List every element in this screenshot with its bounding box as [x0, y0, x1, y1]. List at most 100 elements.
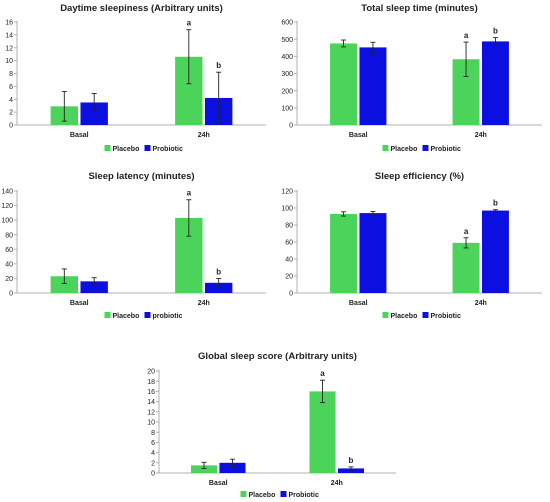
legend-swatch-probiotic: [422, 145, 429, 151]
chart-title: Sleep latency (minutes): [88, 171, 194, 182]
legend: Placebo probiotic: [104, 312, 183, 320]
y-tick-label: 0: [289, 123, 293, 130]
y-tick-label: 600: [281, 20, 293, 27]
y-tick-label: 80: [5, 232, 13, 239]
y-tick-label: 18: [147, 379, 155, 386]
bar-probiotic-basal: [80, 281, 108, 293]
y-tick-label: 20: [5, 276, 13, 283]
bar-placebo-basal: [50, 276, 79, 293]
legend-swatch-probiotic: [280, 491, 287, 497]
y-tick-label: 8: [9, 71, 13, 78]
significance-letter: b: [493, 27, 498, 36]
significance-letter: a: [187, 189, 192, 198]
y-tick-label: 2: [9, 110, 13, 117]
chart-title: Daytime sleepiness (Arbitrary units): [60, 3, 223, 14]
chart-title: Sleep efficiency (%): [375, 171, 464, 182]
y-tick-label: 16: [5, 20, 13, 27]
legend-swatch-placebo: [382, 145, 389, 151]
chart-title: Total sleep time (minutes): [361, 3, 477, 14]
y-tick-label: 400: [281, 54, 293, 61]
y-tick-label: 6: [151, 440, 155, 447]
bar-probiotic-basal: [219, 462, 246, 473]
legend: Placebo Probiotic: [104, 145, 183, 153]
significance-letter: b: [493, 199, 498, 208]
y-tick-label: 12: [147, 409, 155, 416]
y-tick-label: 2: [151, 460, 155, 467]
legend-label: Placebo: [113, 313, 140, 320]
bar-placebo-24h: [452, 242, 480, 293]
x-category-label: 24h: [198, 132, 210, 139]
bar-probiotic-24h: [481, 41, 509, 126]
legend-label: Placebo: [391, 313, 418, 320]
legend-label: probiotic: [153, 313, 183, 320]
x-category-label: Basal: [349, 300, 368, 307]
bar-placebo-24h: [309, 391, 336, 473]
y-tick-label: 0: [151, 471, 155, 478]
significance-letter: b: [349, 456, 354, 465]
legend-label: Placebo: [249, 492, 276, 499]
legend: Placebo Probiotic: [382, 145, 461, 153]
chart-total: Total sleep time (minutes) 0 100 200 300 400 5…: [281, 3, 542, 153]
y-tick-label: 120: [1, 203, 13, 210]
x-category-label: Basal: [70, 300, 89, 307]
y-tick-label: 12: [5, 45, 13, 52]
legend-swatch-placebo: [104, 312, 111, 318]
y-tick-label: 0: [289, 291, 293, 298]
y-tick-label: 14: [5, 32, 13, 39]
legend-swatch-placebo: [240, 491, 247, 497]
y-tick-label: 500: [281, 37, 293, 44]
legend-label: Probiotic: [153, 146, 183, 153]
x-category-label: 24h: [475, 300, 487, 307]
significance-letter: a: [320, 369, 325, 378]
legend: Placebo Probiotic: [382, 312, 461, 320]
chart-daytime: Daytime sleepiness (Arbitrary units) 0 2 4 6…: [5, 3, 266, 153]
x-category-label: Basal: [70, 132, 89, 139]
chart-latency: Sleep latency (minutes) 0 20 40 60 80 100 120 14…: [1, 171, 266, 320]
y-tick-label: 10: [5, 58, 13, 65]
y-tick-label: 10: [147, 420, 155, 427]
y-tick-label: 14: [147, 399, 155, 406]
legend-label: Placebo: [113, 146, 140, 153]
y-tick-label: 100: [281, 206, 293, 213]
x-category-label: 24h: [198, 300, 210, 307]
y-tick-label: 20: [147, 369, 155, 376]
y-tick-label: 200: [281, 88, 293, 95]
y-tick-label: 20: [285, 274, 293, 281]
legend-label: Probiotic: [431, 146, 461, 153]
bar-probiotic-basal: [359, 213, 387, 293]
bar-probiotic-basal: [80, 102, 108, 125]
significance-letter: a: [187, 19, 192, 28]
legend-label: Probiotic: [431, 313, 461, 320]
significance-letter: b: [216, 61, 221, 70]
legend-label: Probiotic: [289, 492, 319, 499]
bar-probiotic-24h: [204, 282, 233, 293]
y-tick-label: 6: [9, 84, 13, 91]
bar-placebo-basal: [330, 213, 358, 293]
y-tick-label: 80: [285, 223, 293, 230]
significance-letter: a: [464, 31, 469, 40]
legend: Placebo Probiotic: [240, 491, 319, 499]
significance-letter: b: [216, 267, 221, 276]
y-tick-label: 140: [1, 189, 13, 196]
y-tick-label: 8: [151, 430, 155, 437]
x-category-label: 24h: [331, 480, 343, 487]
x-category-label: Basal: [349, 132, 368, 139]
y-tick-label: 60: [285, 240, 293, 247]
legend-swatch-placebo: [104, 145, 111, 151]
y-tick-label: 4: [151, 450, 155, 457]
y-tick-label: 60: [5, 247, 13, 254]
bar-placebo-basal: [330, 43, 358, 126]
y-tick-label: 40: [285, 257, 293, 264]
legend-swatch-placebo: [382, 312, 389, 318]
x-category-label: 24h: [475, 132, 487, 139]
y-tick-label: 0: [9, 291, 13, 298]
legend-swatch-probiotic: [144, 145, 151, 151]
y-tick-label: 4: [9, 97, 13, 104]
y-tick-label: 100: [1, 218, 13, 225]
chart-title: Global sleep score (Arbitrary units): [198, 351, 357, 362]
y-tick-label: 40: [5, 261, 13, 268]
y-tick-label: 0: [9, 123, 13, 130]
y-tick-label: 120: [281, 189, 293, 196]
legend-swatch-probiotic: [144, 312, 151, 318]
y-tick-label: 300: [281, 71, 293, 78]
